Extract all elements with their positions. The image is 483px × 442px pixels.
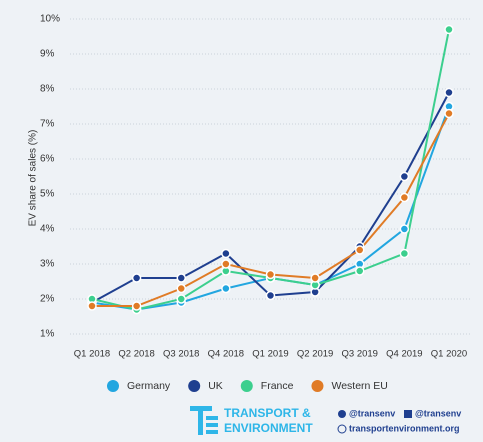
data-point (444, 87, 454, 98)
data-point (355, 266, 365, 276)
twitter-handle: @transenv (349, 408, 395, 418)
y-tick-label: 3% (40, 259, 55, 270)
footer: TRANSPORT & ENVIRONMENT @transenv @trans… (190, 406, 461, 435)
data-point (176, 294, 186, 304)
legend-swatch (311, 380, 324, 392)
data-point (176, 273, 186, 283)
x-tick-label: Q4 2019 (386, 349, 422, 360)
legend-swatch (240, 380, 253, 392)
facebook-icon (404, 410, 412, 418)
data-point (176, 283, 186, 294)
x-tick-label: Q1 2019 (252, 349, 288, 360)
data-point (265, 290, 276, 301)
y-axis-label: EV share of sales (%) (28, 130, 39, 227)
data-point (444, 24, 454, 35)
data-point (221, 259, 231, 269)
y-tick-label: 6% (40, 154, 55, 165)
data-point (221, 248, 231, 259)
y-tick-label: 8% (40, 84, 55, 95)
y-tick-label: 1% (40, 329, 55, 340)
legend-swatch (188, 380, 201, 392)
x-tick-label: Q1 2018 (74, 349, 110, 360)
series-line (91, 29, 450, 311)
legend-swatch (107, 380, 119, 392)
data-point (399, 192, 410, 203)
data-point (399, 248, 410, 259)
data-point (444, 108, 454, 119)
y-tick-label: 4% (40, 224, 55, 235)
logo-text: TRANSPORT & (224, 406, 311, 420)
data-point (265, 269, 276, 280)
legend-label: France (261, 380, 294, 392)
legend-label: Germany (127, 380, 171, 392)
x-tick-label: Q2 2019 (297, 349, 333, 360)
logo-text: ENVIRONMENT (224, 421, 313, 435)
data-point (355, 245, 365, 255)
data-point (399, 224, 410, 234)
data-point (399, 171, 410, 182)
logo-icon (190, 406, 218, 435)
facebook-handle: @transenv (415, 408, 461, 418)
y-tick-label: 7% (40, 119, 55, 130)
x-tick-label: Q1 2020 (431, 349, 467, 360)
website: transportenvironment.org (349, 423, 460, 433)
twitter-icon (338, 410, 346, 418)
data-point (131, 301, 142, 311)
data-point (221, 283, 231, 294)
x-tick-label: Q3 2018 (163, 349, 199, 360)
legend-label: Western EU (331, 380, 387, 392)
web-icon (337, 424, 347, 434)
legend-label: UK (208, 380, 223, 392)
x-tick-label: Q4 2018 (208, 349, 244, 360)
y-tick-label: 5% (40, 189, 55, 200)
y-tick-label: 10% (40, 14, 60, 25)
y-tick-label: 2% (40, 294, 55, 305)
x-tick-label: Q2 2018 (118, 349, 154, 360)
data-point (310, 273, 320, 283)
x-tick-label: Q3 2019 (342, 349, 378, 360)
data-point (87, 301, 97, 311)
data-point (131, 273, 142, 283)
y-tick-label: 9% (40, 49, 55, 60)
